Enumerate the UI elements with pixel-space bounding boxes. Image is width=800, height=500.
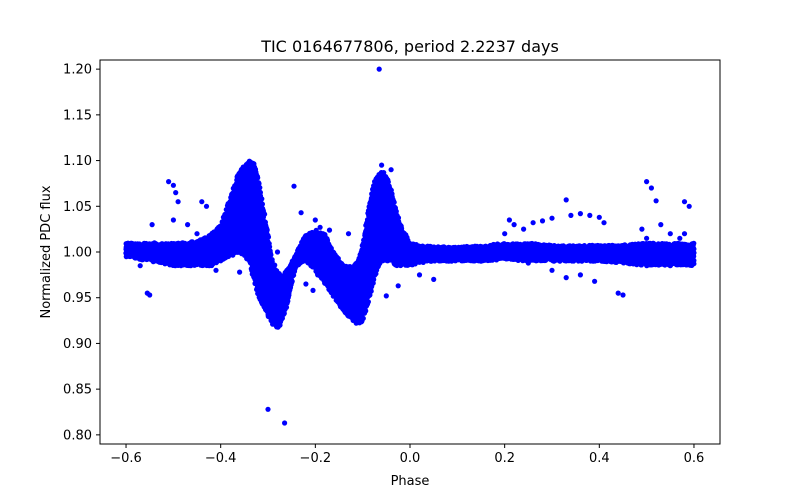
data-point <box>360 315 366 321</box>
data-point <box>371 276 377 283</box>
data-points <box>123 66 697 426</box>
data-point <box>257 185 263 191</box>
data-point <box>395 215 402 221</box>
data-point <box>262 211 268 217</box>
data-point <box>272 262 278 268</box>
data-point <box>368 288 374 294</box>
data-point <box>264 227 270 233</box>
data-point <box>257 189 263 196</box>
data-point <box>289 278 295 284</box>
data-point <box>265 234 272 240</box>
data-point <box>259 196 265 202</box>
data-point <box>365 299 371 305</box>
chart-title: TIC 0164677806, period 2.2237 days <box>260 37 559 56</box>
data-point <box>255 175 261 181</box>
data-point <box>363 308 369 314</box>
data-point <box>259 201 265 207</box>
data-point <box>391 199 397 205</box>
